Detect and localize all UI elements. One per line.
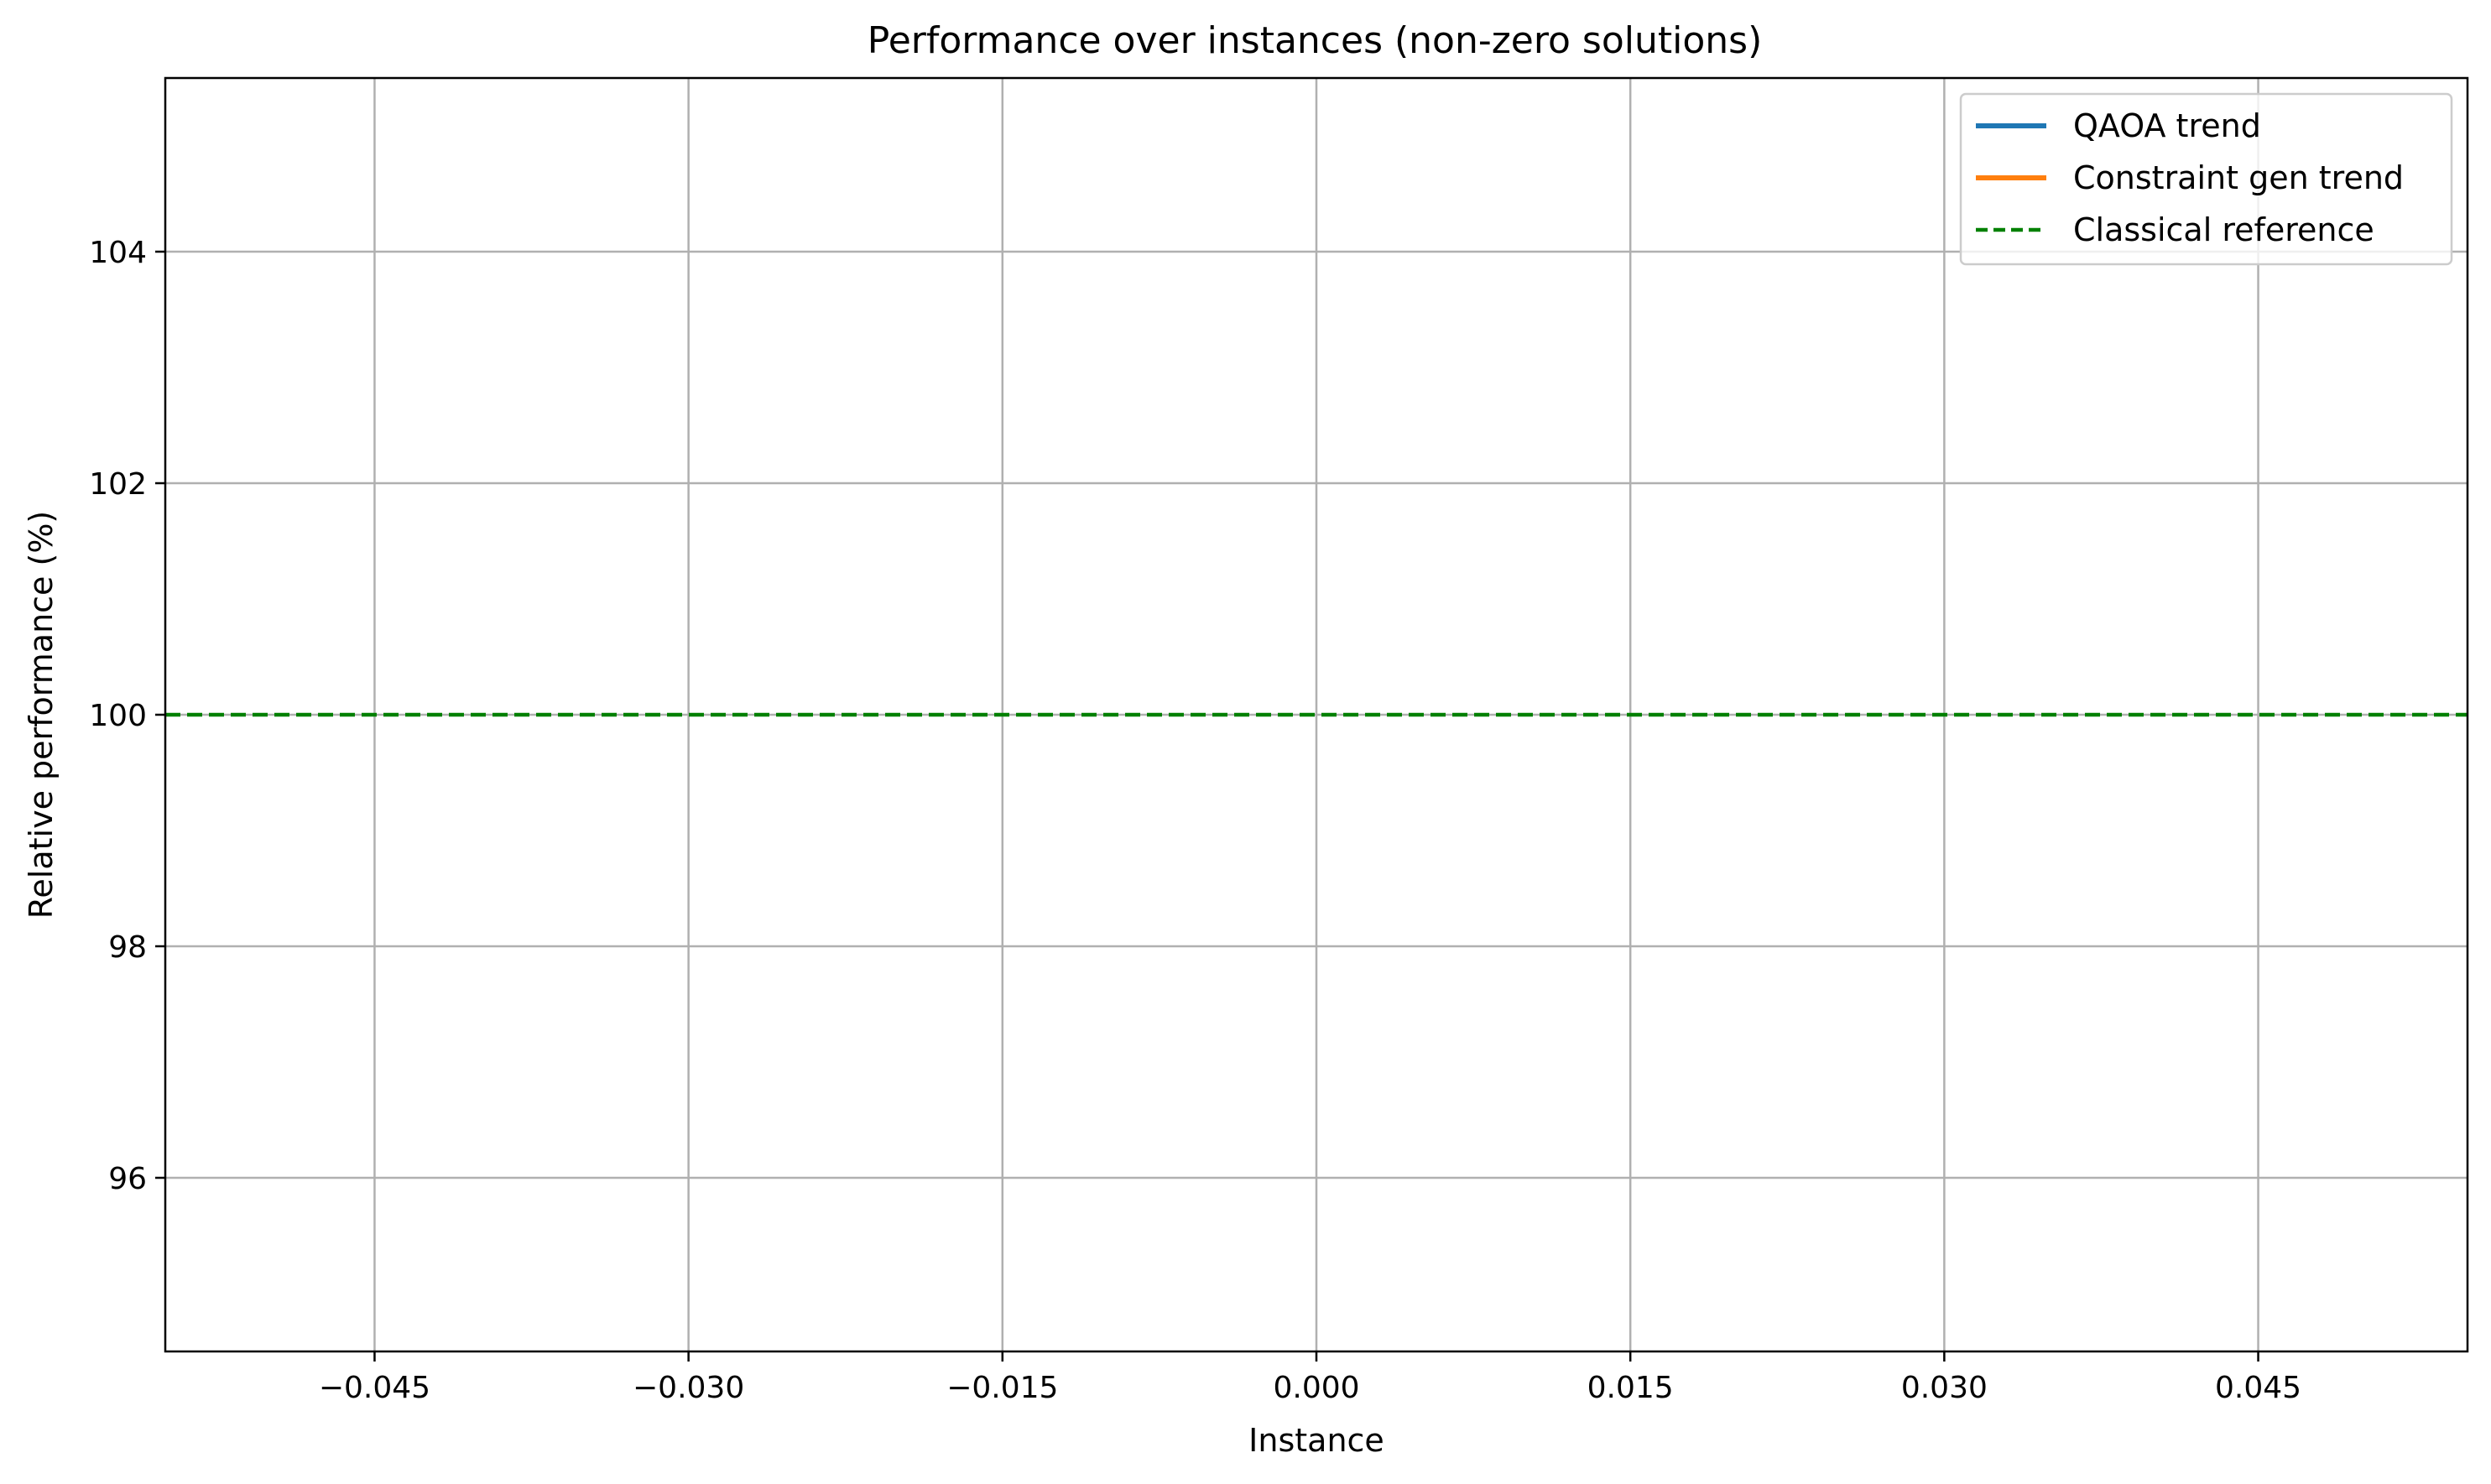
y-tick-label: 102 <box>89 467 147 502</box>
x-tick-label: 0.030 <box>1901 1371 1988 1405</box>
x-axis-label: Instance <box>1248 1422 1384 1459</box>
legend-label: QAOA trend <box>2073 107 2261 144</box>
x-tick-label: −0.015 <box>946 1371 1058 1405</box>
chart-title: Performance over instances (non-zero sol… <box>868 19 1762 62</box>
legend: QAOA trend Constraint gen trend Classical … <box>1959 92 2453 266</box>
legend-label: Constraint gen trend <box>2073 159 2404 196</box>
legend-label: Classical reference <box>2073 211 2374 248</box>
y-tick-label: 104 <box>89 236 147 270</box>
y-axis: 96 98 100 102 104 <box>89 236 165 1196</box>
x-axis: −0.045 −0.030 −0.015 0.000 0.015 0.030 0.045 <box>319 1351 2301 1405</box>
y-axis-label: Relative performance (%) <box>23 511 60 919</box>
x-tick-label: 0.045 <box>2215 1371 2301 1405</box>
legend-box <box>1959 92 2453 266</box>
x-tick-label: 0.000 <box>1273 1371 1359 1405</box>
x-tick-label: −0.045 <box>319 1371 430 1405</box>
y-tick-label: 100 <box>89 699 147 733</box>
y-tick-label: 98 <box>108 930 147 965</box>
x-tick-label: −0.030 <box>633 1371 744 1405</box>
y-tick-label: 96 <box>108 1162 147 1196</box>
x-tick-label: 0.015 <box>1587 1371 1674 1405</box>
